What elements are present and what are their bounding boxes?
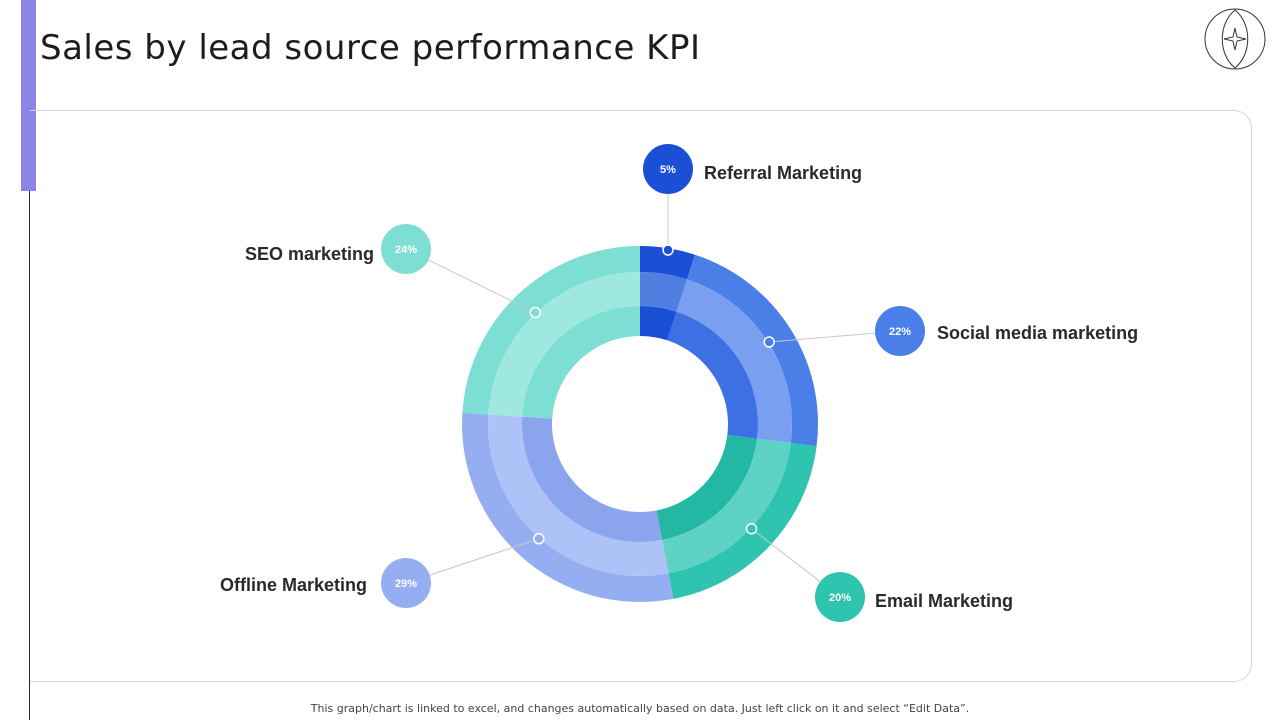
footnote: This graph/chart is linked to excel, and… [310, 702, 970, 715]
slice-seo-marketing-ring-3 [522, 306, 640, 419]
leader-dot-offline-marketing [533, 533, 545, 545]
slice-seo-marketing-ring-2 [488, 272, 640, 417]
value-bubble-referral-marketing [643, 144, 693, 194]
star-eye-logo-icon [1204, 8, 1266, 70]
slice-seo-marketing-ring-1 [462, 246, 640, 415]
series-label-seo-marketing: SEO marketing [245, 244, 374, 264]
value-bubble-seo-marketing [381, 224, 431, 274]
value-label-email-marketing: 20% [829, 592, 851, 604]
slice-referral-marketing-ring-3 [640, 306, 677, 341]
slice-social-media-marketing-ring-3 [667, 311, 758, 439]
slice-social-media-marketing-ring-2 [676, 279, 793, 444]
series-label-referral-marketing: Referral Marketing [704, 163, 862, 183]
value-label-referral-marketing: 5% [660, 164, 676, 176]
slice-offline-marketing-ring-1 [462, 412, 674, 602]
series-label-email-marketing: Email Marketing [875, 591, 1013, 611]
value-bubble-social-media-marketing [875, 306, 925, 356]
series-label-social-media-marketing: Social media marketing [937, 323, 1138, 343]
slice-social-media-marketing-ring-1 [686, 254, 819, 447]
leader-dot-social-media-marketing [763, 336, 775, 348]
series-label-offline-marketing: Offline Marketing [220, 575, 367, 595]
slice-email-marketing-ring-1 [668, 443, 817, 599]
slice-email-marketing-ring-3 [656, 435, 758, 540]
value-bubble-offline-marketing [381, 558, 431, 608]
left-divider [29, 191, 30, 720]
slice-referral-marketing-ring-2 [640, 272, 687, 312]
value-label-seo-marketing: 24% [395, 244, 417, 256]
leader-dot-referral-marketing [662, 244, 674, 256]
slice-email-marketing-ring-2 [662, 438, 791, 574]
slice-offline-marketing-ring-2 [488, 414, 669, 577]
value-bubble-email-marketing [815, 572, 865, 622]
value-label-offline-marketing: 29% [395, 578, 417, 590]
slice-offline-marketing-ring-3 [522, 416, 663, 543]
slice-referral-marketing-ring-1 [640, 246, 696, 280]
leader-dot-seo-marketing [529, 306, 542, 319]
leader-dot-email-marketing [745, 522, 758, 535]
page-title: Sales by lead source performance KPI [40, 28, 701, 68]
value-label-social-media-marketing: 22% [889, 326, 911, 338]
accent-bar [21, 0, 36, 191]
chart-panel [30, 110, 1252, 682]
